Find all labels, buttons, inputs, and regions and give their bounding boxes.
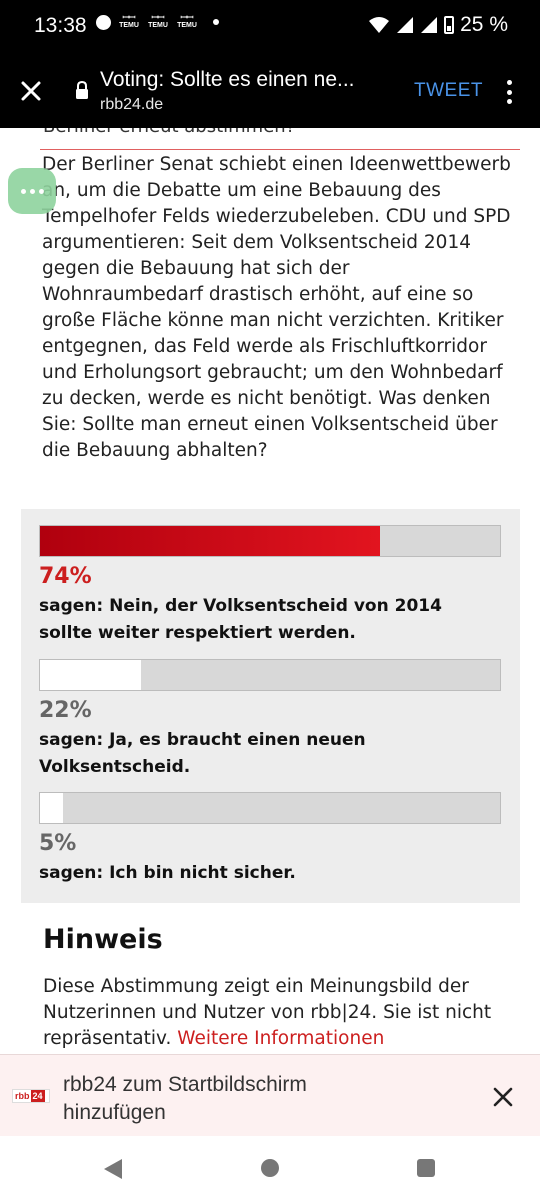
rbb24-logo: rbb 24	[12, 1089, 50, 1103]
poll-bar-fill	[40, 793, 63, 823]
page-url: rbb24.de	[100, 96, 163, 114]
temu-notification-icon: ꟷ꟯ꟷ TEMU	[118, 14, 140, 30]
lock-icon	[74, 80, 90, 100]
back-icon[interactable]	[103, 1158, 123, 1180]
poll-percent-option-1: 74%	[39, 564, 92, 589]
system-icons: 25 %	[368, 13, 508, 37]
more-notifications-dot-icon	[213, 19, 219, 25]
article-text: Der Berliner Senat schiebt einen Ideenwe…	[42, 152, 512, 464]
battery-percent: 25 %	[460, 13, 508, 37]
tweet-button[interactable]: TWEET	[414, 80, 483, 102]
floating-menu-button[interactable]	[8, 168, 56, 214]
browser-toolbar: Voting: Sollte es einen ne... rbb24.de T…	[0, 54, 540, 128]
clipped-heading-line: Berliner erneut abstimmen?	[43, 128, 295, 137]
battery-icon	[444, 16, 454, 34]
status-bar: 13:38 ꟷ꟯ꟷ TEMU ꟷ꟯ꟷ TEMU ꟷ꟯ꟷ TEMU 25 %	[0, 0, 540, 54]
signal-icon	[396, 16, 414, 34]
add-to-home-text[interactable]: rbb24 zum Startbildschirm hinzufügen	[63, 1071, 403, 1127]
hinweis-heading: Hinweis	[43, 924, 163, 955]
poll-bar-fill	[40, 526, 380, 556]
temu-notification-icon: ꟷ꟯ꟷ TEMU	[147, 14, 169, 30]
poll-bar-option-1	[39, 525, 501, 557]
poll-percent-option-2: 22%	[39, 698, 92, 723]
poll-bar-option-2	[39, 659, 501, 691]
add-to-home-banner[interactable]: rbb 24 rbb24 zum Startbildschirm hinzufüg…	[0, 1054, 540, 1136]
poll-answer-option-2: sagen: Ja, es braucht einen neuen Volkse…	[39, 727, 489, 781]
notification-circle-icon	[96, 15, 111, 30]
close-icon[interactable]	[14, 74, 48, 108]
status-time: 13:38	[34, 14, 87, 38]
temu-notification-icon: ꟷ꟯ꟷ TEMU	[176, 14, 198, 30]
web-content: Berliner erneut abstimmen? Der Berliner …	[0, 128, 540, 1054]
poll-answer-option-1: sagen: Nein, der Volksentscheid von 2014…	[39, 593, 489, 647]
system-navigation-bar	[0, 1136, 540, 1200]
poll-answer-option-3: sagen: Ich bin nicht sicher.	[39, 860, 489, 887]
close-icon[interactable]	[489, 1083, 517, 1111]
page-title: Voting: Sollte es einen ne...	[100, 68, 400, 92]
poll-bar-fill	[40, 660, 141, 690]
signal-icon	[420, 16, 438, 34]
divider	[40, 149, 520, 150]
hinweis-text: Diese Abstimmung zeigt ein Meinungsbild …	[43, 974, 518, 1052]
recents-icon[interactable]	[417, 1159, 435, 1177]
notification-icons: ꟷ꟯ꟷ TEMU ꟷ꟯ꟷ TEMU ꟷ꟯ꟷ TEMU	[96, 14, 219, 30]
poll-bar-option-3	[39, 792, 501, 824]
poll-results: 74% sagen: Nein, der Volksentscheid von …	[21, 509, 520, 903]
poll-percent-option-3: 5%	[39, 831, 76, 856]
more-vert-icon[interactable]	[503, 80, 515, 104]
more-info-link[interactable]: Weitere Informationen	[177, 1028, 384, 1049]
home-icon[interactable]	[261, 1159, 279, 1177]
wifi-icon	[368, 16, 390, 34]
